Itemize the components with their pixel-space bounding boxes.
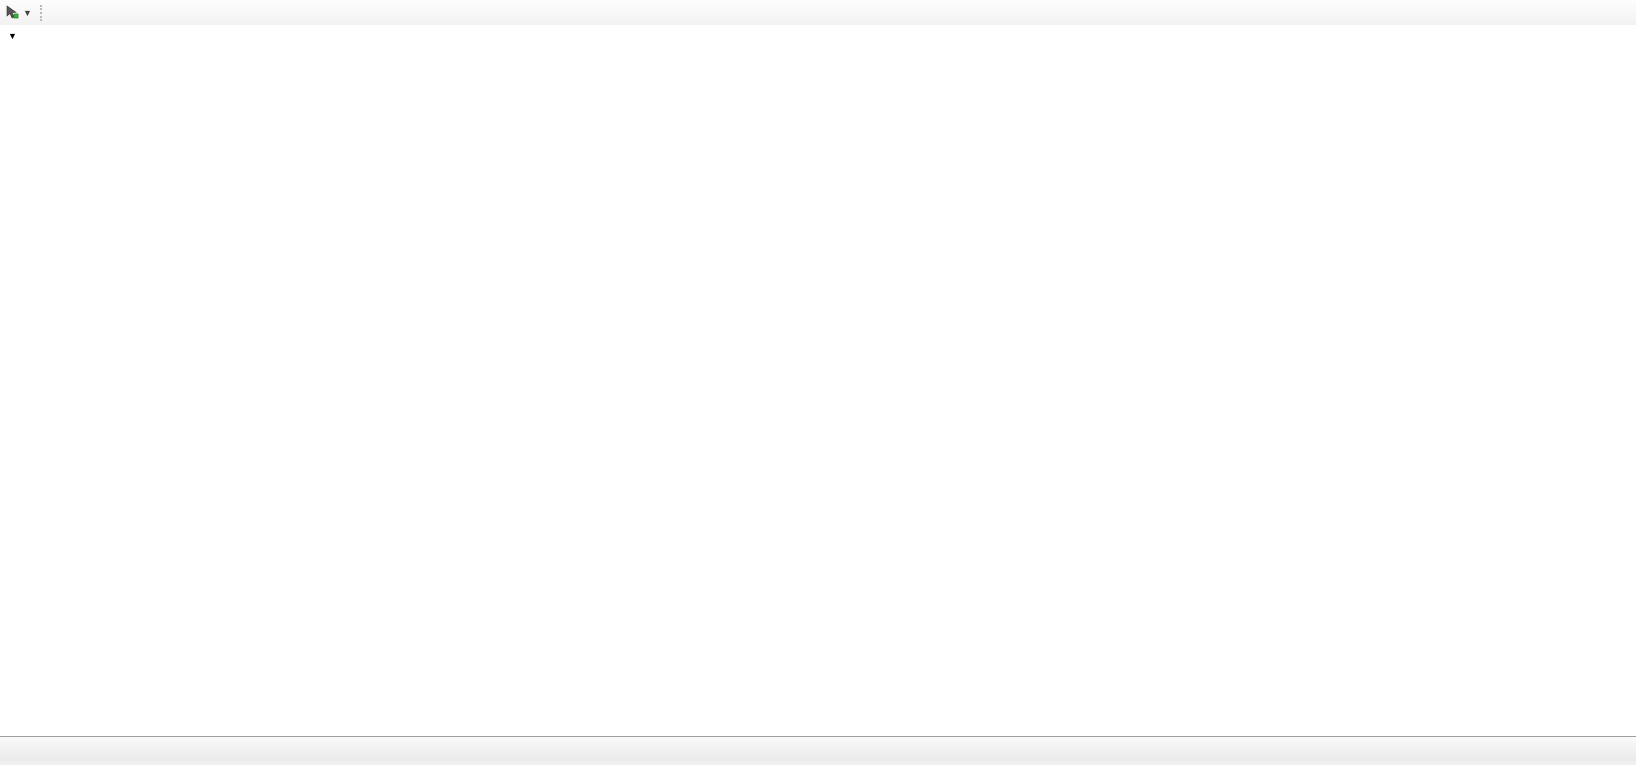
chart-window: ▼ xyxy=(0,25,1636,736)
chart-title: ▼ xyxy=(8,30,28,42)
collapse-caret-icon[interactable]: ▼ xyxy=(8,31,17,41)
chart-canvas[interactable] xyxy=(0,25,1636,736)
cursor-arrow-icon xyxy=(6,5,18,19)
toolbar-grip xyxy=(39,4,47,21)
cursor-tool-icon[interactable] xyxy=(2,4,22,22)
chart-tab-bar xyxy=(0,736,1636,761)
timeframe-toolbar: ▼ xyxy=(0,0,1636,26)
cursor-tool-dropdown-icon[interactable]: ▼ xyxy=(23,7,32,18)
